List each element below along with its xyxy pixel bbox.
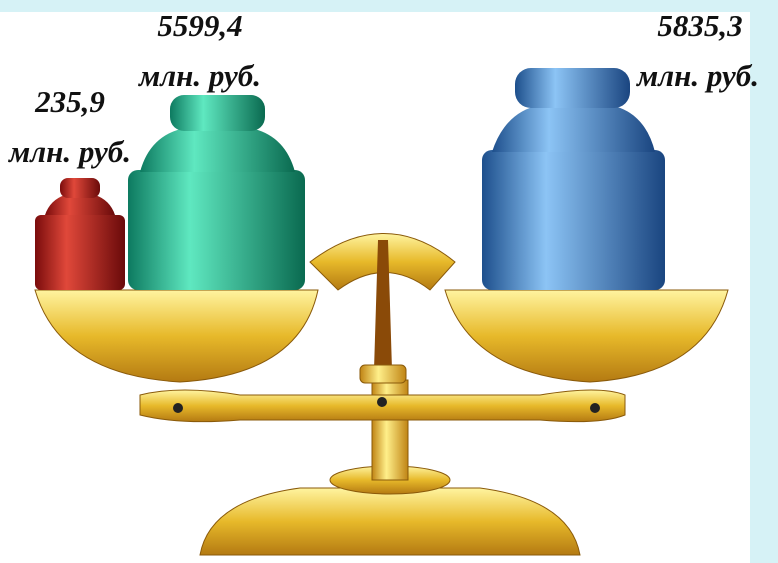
pivot: [377, 397, 387, 407]
weight-unit: млн. руб.: [9, 134, 131, 169]
right-pan: [444, 289, 729, 383]
left-pan: [34, 289, 319, 383]
weight-unit: млн. руб.: [139, 58, 261, 93]
pivot: [173, 403, 183, 413]
weight-unit: млн. руб.: [637, 58, 759, 93]
base: [199, 487, 581, 556]
weight-value: 235,9: [35, 84, 105, 119]
pivot: [590, 403, 600, 413]
weight-value: 5599,4: [157, 8, 243, 43]
green-weight: [128, 95, 305, 290]
red-weight: [35, 178, 125, 290]
needle-mount: [359, 364, 407, 384]
weight-value: 5835,3: [657, 8, 743, 43]
needle: [374, 240, 392, 370]
blue-weight: [482, 68, 665, 290]
